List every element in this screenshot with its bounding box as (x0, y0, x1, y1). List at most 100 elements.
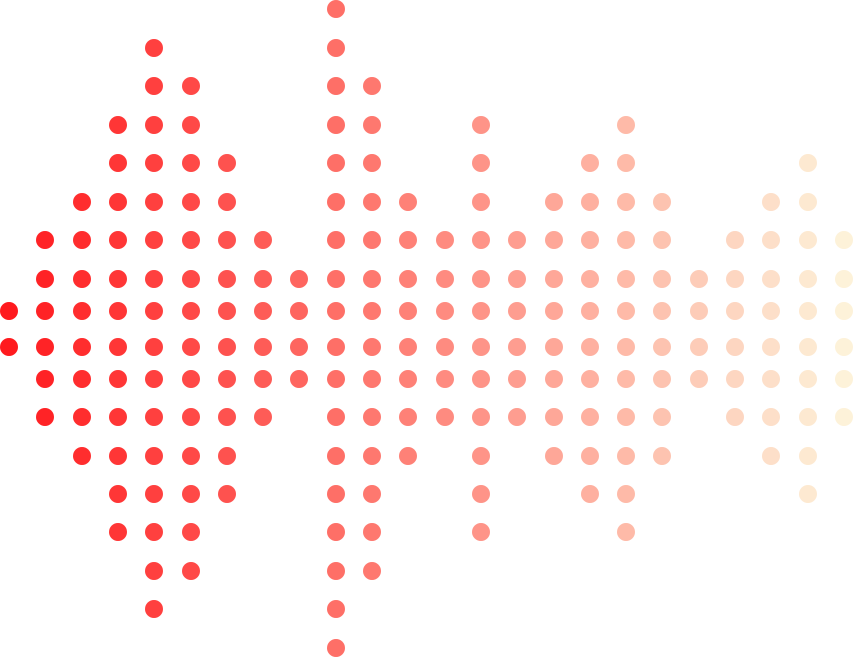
wave-dot (145, 338, 164, 356)
wave-dot (653, 338, 672, 356)
wave-dot (798, 270, 817, 288)
wave-dot (181, 447, 200, 465)
wave-dot (145, 302, 164, 320)
wave-dot (798, 370, 817, 388)
wave-dot (580, 447, 599, 465)
wave-dot (326, 302, 345, 320)
wave-dot (0, 302, 18, 320)
wave-dot (835, 302, 853, 320)
wave-dot (181, 408, 200, 426)
wave-dot (181, 154, 200, 172)
wave-dot (0, 338, 18, 356)
wave-dot (145, 600, 164, 618)
wave-dot (145, 270, 164, 288)
wave-dot (798, 408, 817, 426)
wave-dot (326, 485, 345, 503)
wave-dot (471, 154, 490, 172)
wave-dot (835, 270, 853, 288)
wave-dot (363, 485, 382, 503)
wave-dot (580, 370, 599, 388)
wave-dot (617, 116, 636, 134)
wave-dot (798, 231, 817, 249)
wave-dot (145, 408, 164, 426)
wave-dot (617, 270, 636, 288)
wave-dot (580, 193, 599, 211)
wave-dot (181, 270, 200, 288)
wave-dot (617, 447, 636, 465)
wave-dot (36, 270, 55, 288)
wave-dot (363, 523, 382, 541)
wave-dot (471, 338, 490, 356)
wave-dot (72, 270, 91, 288)
wave-dot (363, 193, 382, 211)
wave-dot (689, 370, 708, 388)
wave-dot (762, 231, 781, 249)
wave-dot (762, 270, 781, 288)
wave-dot (72, 338, 91, 356)
wave-dot (363, 302, 382, 320)
wave-dot (653, 270, 672, 288)
wave-dot (835, 231, 853, 249)
wave-dot (254, 338, 273, 356)
wave-dot (145, 485, 164, 503)
wave-dot (762, 447, 781, 465)
wave-dot (617, 408, 636, 426)
wave-dot (471, 485, 490, 503)
wave-dot (145, 231, 164, 249)
wave-dot (762, 193, 781, 211)
wave-dot (326, 154, 345, 172)
wave-dot (726, 338, 745, 356)
wave-dot (508, 408, 527, 426)
wave-dot (399, 193, 418, 211)
wave-dot (762, 370, 781, 388)
wave-dot (399, 270, 418, 288)
wave-dot (254, 231, 273, 249)
wave-dot (762, 408, 781, 426)
wave-dot (689, 302, 708, 320)
wave-dot (798, 154, 817, 172)
wave-dot (181, 77, 200, 95)
wave-dot (617, 338, 636, 356)
wave-dot (544, 270, 563, 288)
wave-dot (508, 338, 527, 356)
wave-dot (363, 77, 382, 95)
wave-dot (108, 154, 127, 172)
wave-dot (326, 639, 345, 657)
wave-dot (254, 370, 273, 388)
wave-dot (726, 370, 745, 388)
wave-dot (617, 302, 636, 320)
wave-dot (508, 302, 527, 320)
wave-dot (399, 338, 418, 356)
wave-dot (471, 523, 490, 541)
wave-dot (471, 231, 490, 249)
wave-dot (363, 154, 382, 172)
wave-dot (580, 338, 599, 356)
wave-dot (181, 485, 200, 503)
wave-dot (108, 338, 127, 356)
wave-dot (145, 562, 164, 580)
wave-dot (326, 116, 345, 134)
wave-dot (653, 370, 672, 388)
wave-dot (217, 485, 236, 503)
wave-dot (217, 154, 236, 172)
wave-dot (508, 231, 527, 249)
wave-dot (145, 193, 164, 211)
wave-dot (326, 600, 345, 618)
wave-dot (108, 370, 127, 388)
wave-dot (326, 523, 345, 541)
wave-dot (726, 231, 745, 249)
wave-dot (72, 231, 91, 249)
wave-dot (181, 338, 200, 356)
wave-dot (399, 302, 418, 320)
wave-dot (108, 408, 127, 426)
wave-dot (435, 302, 454, 320)
wave-dot (145, 154, 164, 172)
wave-dot (835, 370, 853, 388)
wave-dot (36, 231, 55, 249)
wave-dot (217, 447, 236, 465)
wave-dot (326, 193, 345, 211)
wave-dot (326, 338, 345, 356)
wave-dot (181, 231, 200, 249)
wave-dot (290, 302, 309, 320)
